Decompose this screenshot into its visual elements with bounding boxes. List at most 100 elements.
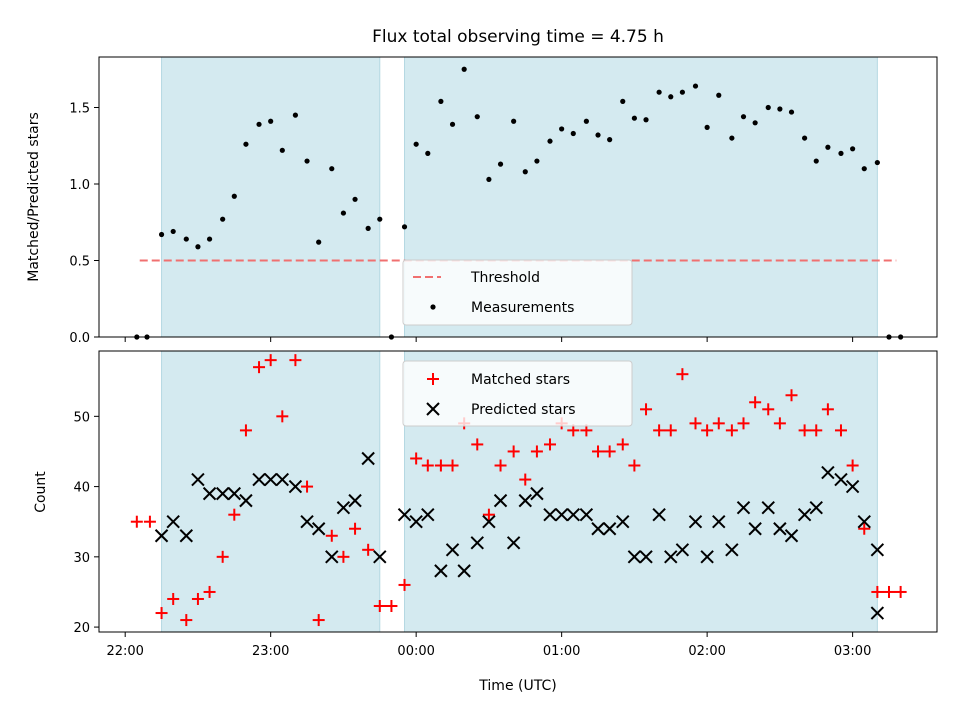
measurement-point <box>802 135 808 141</box>
predicted-star-point <box>821 465 835 480</box>
bottom-series <box>130 354 907 627</box>
measurement-point <box>243 141 249 147</box>
predicted-star-point <box>506 536 521 550</box>
predicted-star-point <box>700 550 714 564</box>
predicted-star-point <box>809 500 823 515</box>
top-y-axis-label: Matched/Predicted stars <box>26 112 42 282</box>
measurement-point <box>547 138 553 144</box>
matched-star-point <box>337 550 350 563</box>
measurement-point <box>838 150 844 156</box>
matched-star-point <box>664 424 677 437</box>
predicted-star-point <box>493 493 508 508</box>
predicted-star-point <box>361 451 375 466</box>
matched-star-point <box>180 614 193 627</box>
matched-star-point <box>203 585 216 598</box>
measurement-point <box>158 231 165 238</box>
y-tick-label: 1.0 <box>69 178 90 193</box>
predicted-star-point <box>300 515 314 529</box>
measurement-point <box>474 114 480 120</box>
matched-star-point <box>858 522 871 535</box>
predicted-star-point <box>166 515 180 529</box>
matched-star-point <box>725 424 738 437</box>
matched-star-point <box>482 508 495 521</box>
measurement-point <box>643 117 649 123</box>
matched-star-point <box>239 424 252 437</box>
predicted-star-point <box>336 500 351 515</box>
predicted-star-point <box>202 486 217 501</box>
matched-star-point <box>373 600 386 613</box>
measurement-point <box>220 216 226 222</box>
matched-star-point <box>228 508 241 521</box>
legend-predicted-label: Predicted stars <box>471 402 576 418</box>
y-tick-label: 20 <box>73 621 90 636</box>
matched-star-point <box>312 614 325 627</box>
y-tick-label: 1.5 <box>69 101 90 116</box>
measurement-point <box>874 159 880 166</box>
matched-star-point <box>737 417 750 430</box>
measurement-point <box>765 104 771 111</box>
measurement-point <box>425 150 431 156</box>
y-tick-label: 0.5 <box>69 254 90 269</box>
measurement-point <box>595 132 601 138</box>
predicted-star-point <box>736 500 751 515</box>
matched-star-point <box>762 403 775 416</box>
predicted-star-point <box>530 486 544 501</box>
measurement-point <box>716 92 722 98</box>
measurement-point <box>365 225 371 231</box>
predicted-star-point <box>627 550 642 564</box>
predicted-star-point <box>263 472 278 487</box>
matched-star-point <box>216 550 229 563</box>
measurements-series <box>134 66 904 340</box>
legend-threshold-label: Threshold <box>470 270 540 286</box>
legend-measurements-label: Measurements <box>471 300 574 316</box>
measurement-point <box>268 118 274 124</box>
matched-star-point <box>301 480 314 493</box>
measurement-point <box>206 236 213 242</box>
measurement-point <box>692 83 699 89</box>
matched-star-point <box>410 452 423 465</box>
predicted-star-point <box>215 486 230 501</box>
matched-star-point <box>167 592 180 605</box>
matched-star-point <box>653 424 666 437</box>
measurement-point <box>377 216 383 222</box>
matched-star-point <box>276 410 289 423</box>
matched-star-point <box>519 473 532 486</box>
top-legend: Threshold Measurements <box>402 259 633 326</box>
measurement-point <box>704 124 710 130</box>
x-tick-label: 03:00 <box>834 644 871 659</box>
matched-star-point <box>846 459 859 472</box>
y-tick-label: 30 <box>73 551 90 566</box>
x-tick-label: 01:00 <box>543 644 580 659</box>
measurement-point <box>729 135 735 141</box>
measurement-point <box>413 141 419 147</box>
predicted-star-point <box>784 529 799 543</box>
measurement-point <box>740 114 747 120</box>
matched-star-point <box>773 417 786 430</box>
top-panel: 0.0 0.5 1.0 1.5 Flux total observing time =… <box>26 27 938 346</box>
predicted-star-point <box>373 550 387 564</box>
predicted-star-point <box>348 493 362 508</box>
predicted-star-point <box>518 493 532 508</box>
measurement-point <box>570 130 576 137</box>
measurement-point <box>497 161 504 167</box>
measurement-point <box>304 158 310 164</box>
predicted-star-point <box>409 515 423 529</box>
measurement-point <box>752 120 758 126</box>
measurement-point <box>607 137 613 143</box>
legend-matched-label: Matched stars <box>471 372 570 388</box>
y-tick-label: 0.0 <box>69 331 90 346</box>
measurement-point <box>352 196 358 202</box>
predicted-star-point <box>797 507 812 522</box>
measurement-point <box>231 193 237 199</box>
y-tick-label: 50 <box>73 410 90 425</box>
matched-star-point <box>446 459 459 472</box>
measurement-point <box>788 109 795 115</box>
matched-star-point <box>798 424 811 437</box>
predicted-star-point <box>845 479 860 494</box>
predicted-star-point <box>761 500 775 515</box>
matched-star-point <box>471 438 484 451</box>
measurement-point <box>340 210 347 216</box>
legend-measurements-swatch <box>430 304 436 310</box>
predicted-star-point <box>227 486 242 501</box>
